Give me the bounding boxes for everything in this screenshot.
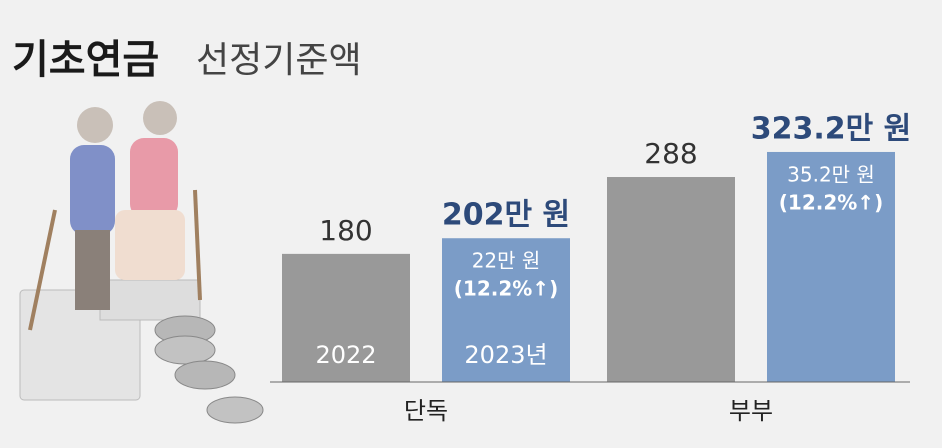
x-tick-label: 단독	[404, 397, 448, 425]
bar	[767, 151, 895, 382]
illustration	[19, 101, 264, 424]
x-tick-label: 부부	[729, 397, 773, 425]
series-name: 2022	[315, 341, 376, 369]
change-amount: 35.2만 원	[787, 162, 875, 186]
change-amount: 22만 원	[472, 249, 541, 273]
chart-subtitle: 선정기준액	[196, 40, 362, 81]
value-label: 202만 원	[442, 198, 570, 233]
bar	[442, 238, 570, 382]
series-name: 2023년	[464, 341, 547, 369]
value-label: 288	[644, 137, 697, 170]
value-label: 323.2만 원	[751, 111, 912, 146]
chart-title: 기초연금	[12, 37, 159, 83]
bar	[607, 177, 735, 382]
change-rate: (12.2%↑)	[454, 277, 558, 301]
value-label: 180	[319, 214, 372, 247]
change-rate: (12.2%↑)	[779, 190, 883, 214]
bar	[282, 253, 410, 382]
